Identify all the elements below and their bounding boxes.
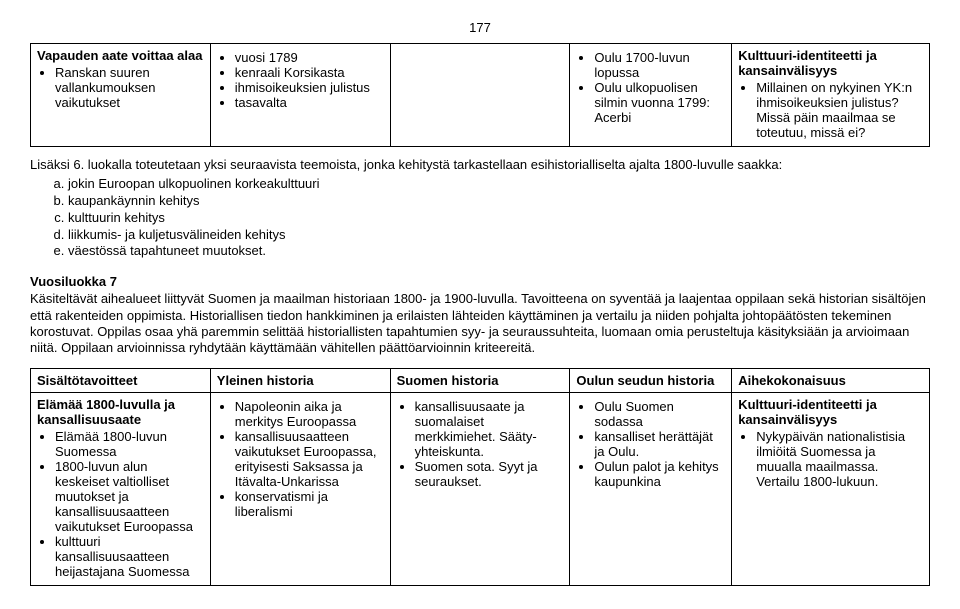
list-item: ihmisoikeuksien julistus (235, 80, 384, 95)
table-row: Elämää 1800-luvulla ja kansallisuusaate … (31, 393, 930, 586)
list-item: liikkumis- ja kuljetusvälineiden kehitys (68, 227, 930, 244)
list-item: konservatismi ja liberalismi (235, 489, 384, 519)
list-item: kaupankäynnin kehitys (68, 193, 930, 210)
col-header: Aihekokonaisuus (732, 369, 930, 393)
list-item: 1800-luvun alun keskeiset valtiolliset m… (55, 459, 204, 534)
list-item: Nykypäivän nationalistisia ilmiöitä Suom… (756, 429, 923, 489)
table-row: Vapauden aate voittaa alaa Ranskan suure… (31, 44, 930, 147)
list-item: vuosi 1789 (235, 50, 384, 65)
cell-title: Elämää 1800-luvulla ja kansallisuusaate (37, 397, 175, 427)
list-item: Napoleonin aika ja merkitys Euroopassa (235, 399, 384, 429)
cell-empty (390, 44, 570, 147)
cell-list: vuosi 1789 kenraali Korsikasta ihmisoike… (217, 50, 384, 110)
cell-list: Elämää 1800-luvun Suomessa 1800-luvun al… (37, 429, 204, 579)
cell-list: Ranskan suuren vallankumouksen vaikutuks… (37, 65, 204, 110)
list-item: tasavalta (235, 95, 384, 110)
list-item: kulttuuri kansallisuusaatteen heijastaja… (55, 534, 204, 579)
list-item: Suomen sota. Syyt ja seuraukset. (415, 459, 564, 489)
list-item: Oulu Suomen sodassa (594, 399, 725, 429)
list-item: Ranskan suuren vallankumouksen vaikutuks… (55, 65, 204, 110)
cell: Kulttuuri-identiteetti ja kansainvälisyy… (732, 393, 930, 586)
cell: vuosi 1789 kenraali Korsikasta ihmisoike… (210, 44, 390, 147)
col-header: Suomen historia (390, 369, 570, 393)
col-header: Sisältötavoitteet (31, 369, 211, 393)
cell: Oulu 1700-luvun lopussa Oulu ulkopuolise… (570, 44, 732, 147)
section-para: Käsiteltävät aihealueet liittyvät Suomen… (30, 291, 930, 356)
page-number: 177 (30, 20, 930, 35)
list-item: kansallisuusaate ja suomalaiset merkkimi… (415, 399, 564, 459)
table-header-row: Sisältötavoitteet Yleinen historia Suome… (31, 369, 930, 393)
table-bottom: Sisältötavoitteet Yleinen historia Suome… (30, 368, 930, 586)
list-item: Millainen on nykyinen YK:n ihmisoikeuksi… (756, 80, 923, 140)
cell: Elämää 1800-luvulla ja kansallisuusaate … (31, 393, 211, 586)
cell-list: Nykypäivän nationalistisia ilmiöitä Suom… (738, 429, 923, 489)
list-item: kenraali Korsikasta (235, 65, 384, 80)
mid-lead: Lisäksi 6. luokalla toteutetaan yksi seu… (30, 157, 782, 172)
list-item: jokin Euroopan ulkopuolinen korkeakulttu… (68, 176, 930, 193)
cell-title: Kulttuuri-identiteetti ja kansainvälisyy… (738, 48, 877, 78)
cell: Oulu Suomen sodassa kansalliset herättäj… (570, 393, 732, 586)
list-item: Elämää 1800-luvun Suomessa (55, 429, 204, 459)
list-item: väestössä tapahtuneet muutokset. (68, 243, 930, 260)
cell-list: Millainen on nykyinen YK:n ihmisoikeuksi… (738, 80, 923, 140)
cell: kansallisuusaate ja suomalaiset merkkimi… (390, 393, 570, 586)
alpha-list: jokin Euroopan ulkopuolinen korkeakulttu… (50, 176, 930, 260)
table-top: Vapauden aate voittaa alaa Ranskan suure… (30, 43, 930, 147)
section-heading: Vuosiluokka 7 (30, 274, 930, 289)
cell-list: Napoleonin aika ja merkitys Euroopassa k… (217, 399, 384, 519)
mid-paragraph: Lisäksi 6. luokalla toteutetaan yksi seu… (30, 157, 930, 260)
cell-title: Vapauden aate voittaa alaa (37, 48, 202, 63)
cell-list: Oulu Suomen sodassa kansalliset herättäj… (576, 399, 725, 489)
list-item: Oulu ulkopuolisen silmin vuonna 1799: Ac… (594, 80, 725, 125)
list-item: Oulu 1700-luvun lopussa (594, 50, 725, 80)
cell: Kulttuuri-identiteetti ja kansainvälisyy… (732, 44, 930, 147)
list-item: kansallisuusaatteen vaikutukset Euroopas… (235, 429, 384, 489)
cell: Napoleonin aika ja merkitys Euroopassa k… (210, 393, 390, 586)
col-header: Yleinen historia (210, 369, 390, 393)
list-item: Oulun palot ja kehitys kaupunkina (594, 459, 725, 489)
cell-title: Kulttuuri-identiteetti ja kansainvälisyy… (738, 397, 877, 427)
cell-list: kansallisuusaate ja suomalaiset merkkimi… (397, 399, 564, 489)
list-item: kansalliset herättäjät ja Oulu. (594, 429, 725, 459)
cell: Vapauden aate voittaa alaa Ranskan suure… (31, 44, 211, 147)
col-header: Oulun seudun historia (570, 369, 732, 393)
cell-list: Oulu 1700-luvun lopussa Oulu ulkopuolise… (576, 50, 725, 125)
list-item: kulttuurin kehitys (68, 210, 930, 227)
